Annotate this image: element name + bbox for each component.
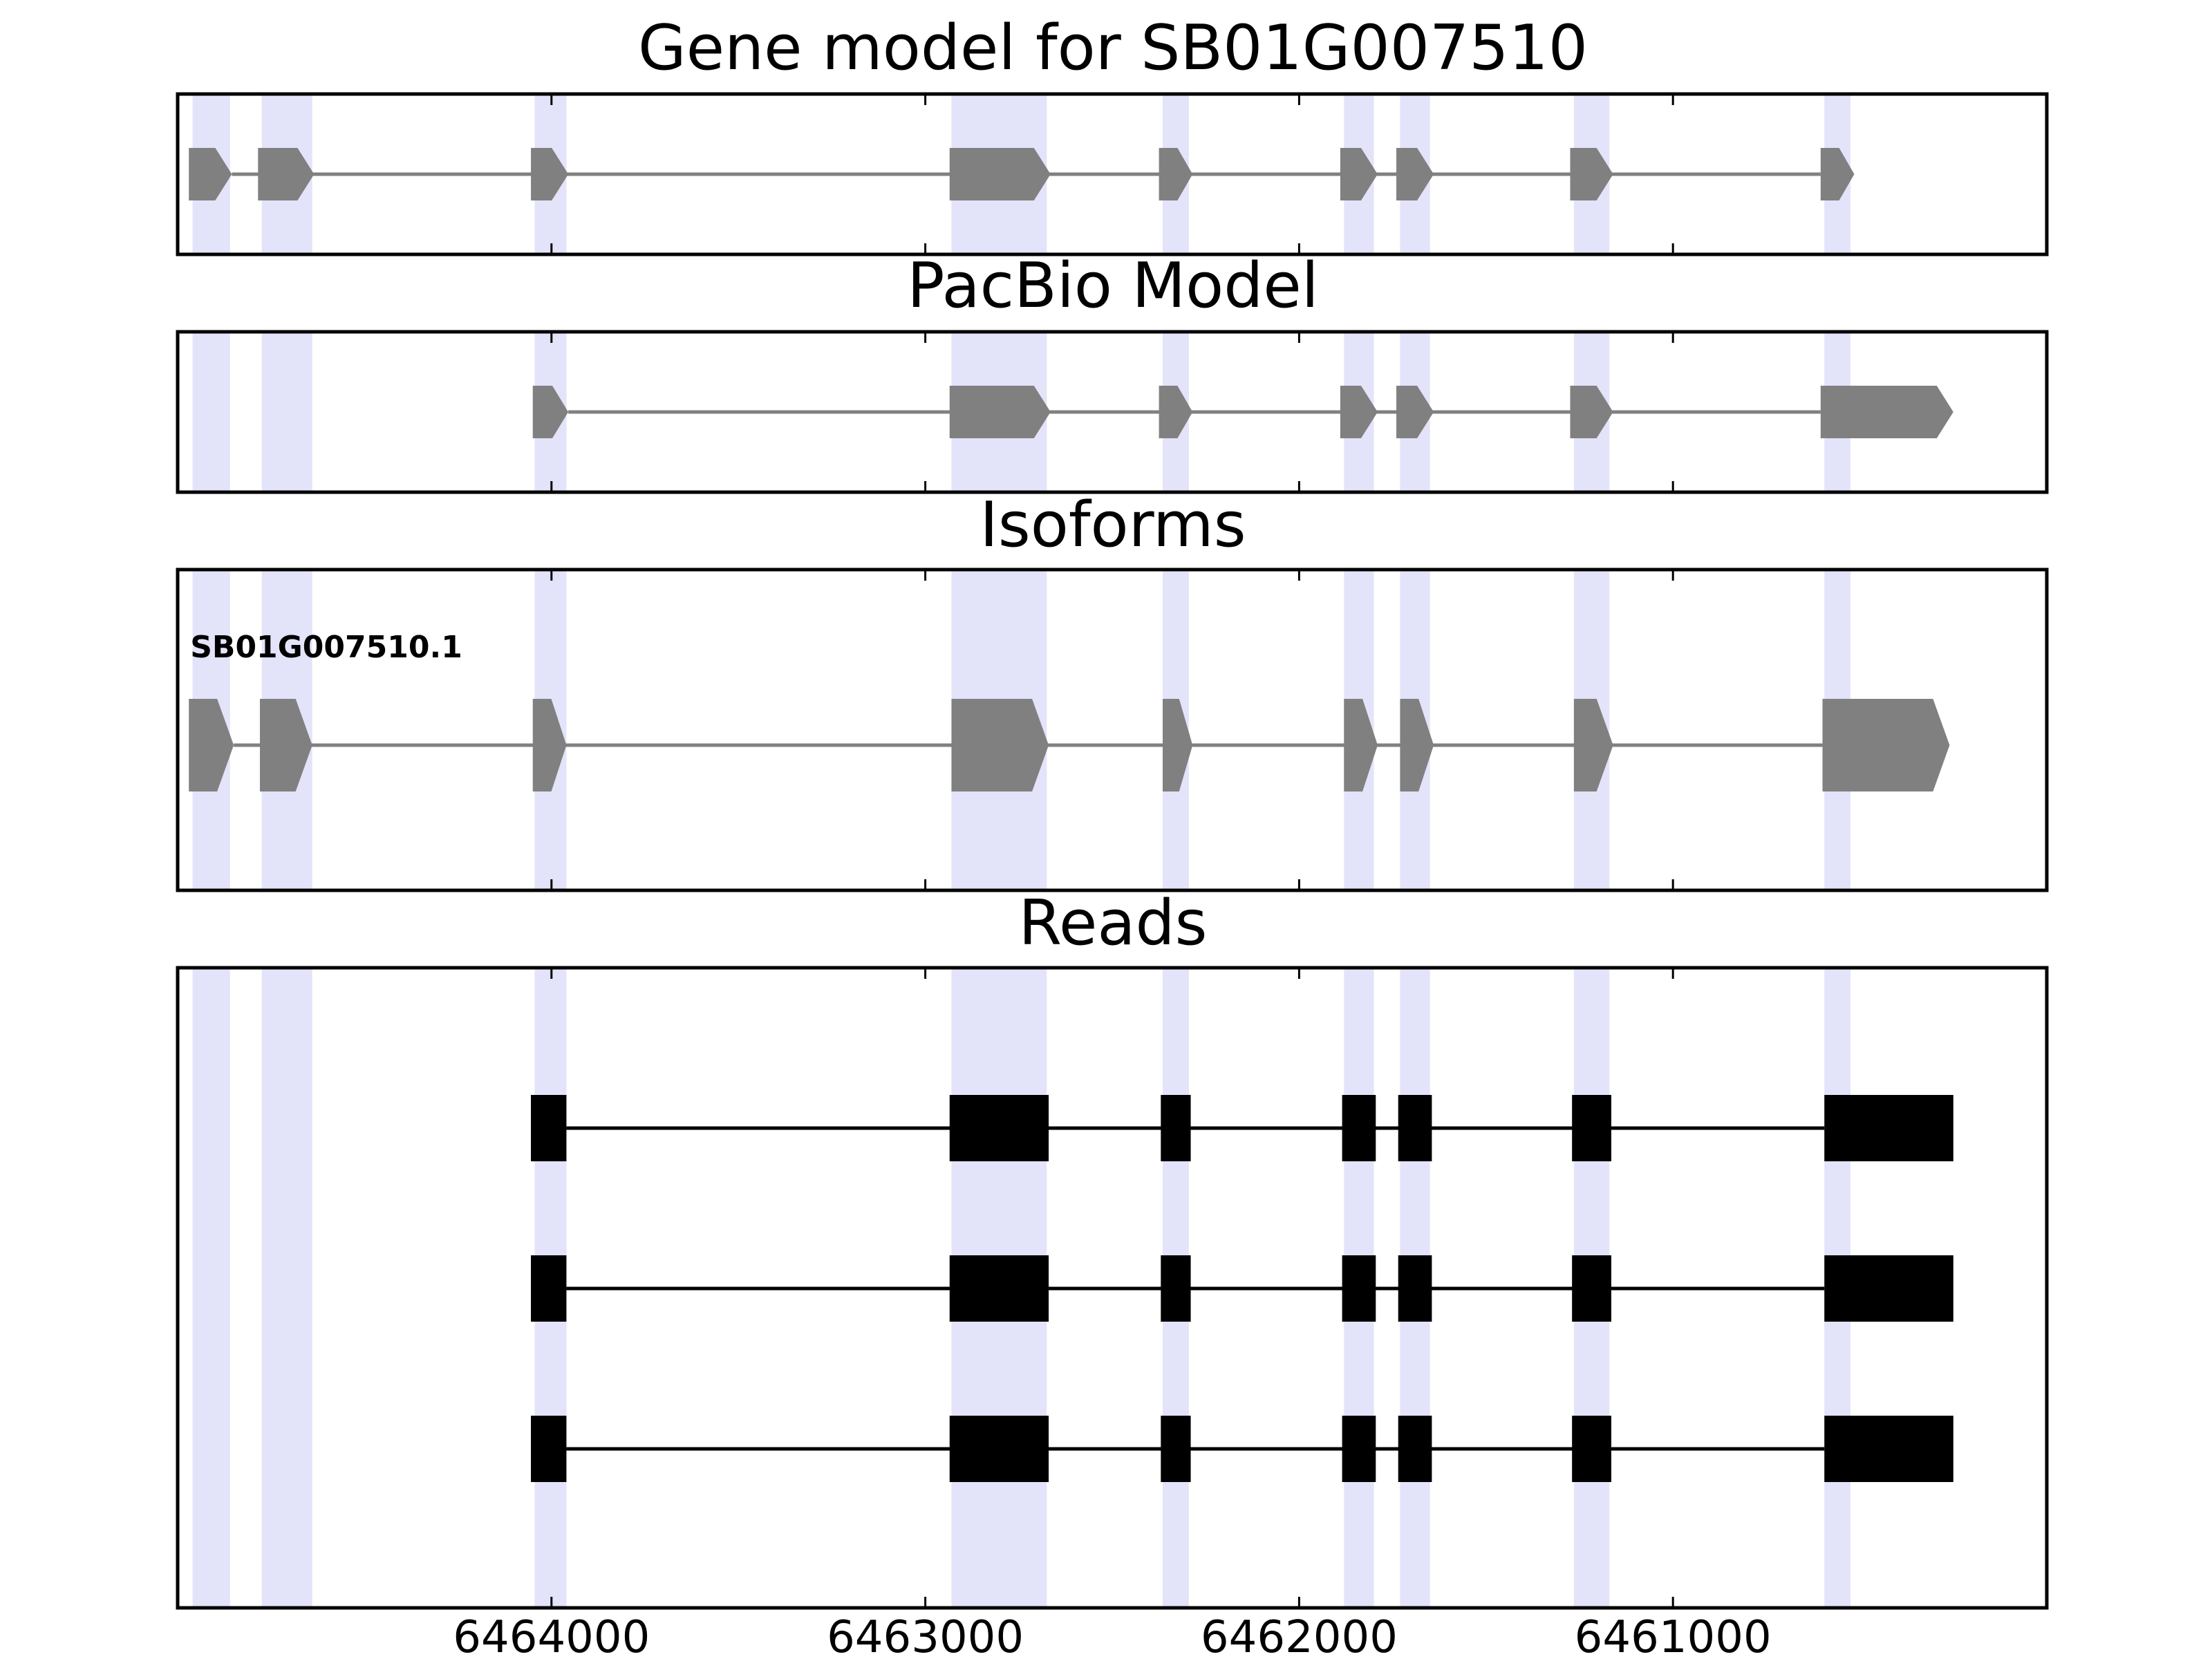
- read-exon-block: [1161, 1095, 1191, 1161]
- exon-arrow: [949, 148, 1051, 200]
- panel-pacbio-model: PacBio Model: [176, 250, 2049, 494]
- exon-arrow: [532, 699, 567, 791]
- x-ticks-isoforms: [550, 570, 1674, 890]
- read-exon-block: [1398, 1095, 1432, 1161]
- exon-region-shade: [261, 332, 312, 492]
- features-isoforms: SB01G007510.1: [189, 630, 1950, 791]
- exon-arrow: [1340, 148, 1378, 200]
- exon-arrow: [1822, 699, 1950, 791]
- read-exon-block: [1572, 1255, 1611, 1322]
- x-ticks-reads: [550, 968, 1674, 1608]
- read-exon-block: [1398, 1255, 1432, 1322]
- x-tick-label: 6463000: [827, 1612, 1024, 1659]
- exon-arrow: [1396, 386, 1434, 438]
- read-exon-block: [1824, 1095, 1953, 1161]
- exon-arrow: [531, 148, 569, 200]
- exon-region-shade: [192, 968, 230, 1608]
- panel-title-pacbio-model: PacBio Model: [907, 250, 1319, 322]
- exon-arrow: [1163, 699, 1193, 791]
- exon-arrow: [189, 699, 234, 791]
- exon-arrow: [258, 148, 315, 200]
- exon-arrow: [1396, 148, 1434, 200]
- read-exon-block: [1161, 1416, 1191, 1482]
- read-exon-block: [949, 1255, 1049, 1322]
- exon-arrow: [1340, 386, 1378, 438]
- panel-isoforms: Isoforms SB01G007510.1: [176, 489, 2049, 892]
- read-exon-block: [949, 1416, 1049, 1482]
- exon-region-shade: [192, 332, 230, 492]
- panel-gene-model: Gene model for SB01G007510: [176, 12, 2049, 256]
- panel-title-gene-model: Gene model for SB01G007510: [638, 12, 1588, 84]
- read-exon-block: [1572, 1416, 1611, 1482]
- features-pacbio-model: [532, 386, 1953, 438]
- exon-arrow: [189, 148, 232, 200]
- exon-region-shade: [261, 968, 312, 1608]
- features-reads: [531, 1095, 1953, 1482]
- read-exon-block: [1161, 1255, 1191, 1322]
- panel-frame-isoforms: [176, 568, 2049, 892]
- panel-frame-reads: [176, 966, 2049, 1610]
- read-exon-block: [1342, 1255, 1376, 1322]
- read-exon-block: [1398, 1416, 1432, 1482]
- exon-arrow: [1400, 699, 1434, 791]
- x-tick-label: 6461000: [1575, 1612, 1772, 1659]
- panel-frame-pacbio-model: [176, 330, 2049, 494]
- read-exon-block: [531, 1095, 567, 1161]
- read-exon-block: [1342, 1416, 1376, 1482]
- exon-arrow: [949, 386, 1051, 438]
- exon-arrow: [259, 699, 312, 791]
- exon-arrow: [1573, 699, 1613, 791]
- read-exon-block: [949, 1095, 1049, 1161]
- read-exon-block: [531, 1416, 567, 1482]
- exon-arrow: [532, 386, 569, 438]
- exon-arrow: [1820, 148, 1855, 200]
- read-exon-block: [1342, 1095, 1376, 1161]
- read-exon-block: [1824, 1416, 1953, 1482]
- panel-reads: Reads: [176, 887, 2049, 1610]
- read-exon-block: [531, 1255, 567, 1322]
- read-exon-block: [1572, 1095, 1611, 1161]
- panel-frame-gene-model: [176, 92, 2049, 256]
- exon-arrow: [951, 699, 1049, 791]
- panel-title-reads: Reads: [1018, 887, 1207, 959]
- exon-arrow: [1159, 386, 1193, 438]
- features-gene-model: [189, 148, 1855, 200]
- isoform-label: SB01G007510.1: [190, 630, 462, 665]
- exon-arrow: [1159, 148, 1193, 200]
- x-ticks-pacbio-model: [550, 332, 1674, 492]
- x-tick-label: 6464000: [453, 1612, 650, 1659]
- exon-arrow: [1344, 699, 1378, 791]
- exon-arrow: [1570, 148, 1613, 200]
- x-ticks-gene-model: [550, 94, 1674, 254]
- read-exon-block: [1824, 1255, 1953, 1322]
- x-tick-label: 6462000: [1201, 1612, 1398, 1659]
- x-axis-tick-labels: 6464000 6463000 6462000 6461000: [453, 1612, 1771, 1659]
- panel-title-isoforms: Isoforms: [980, 489, 1246, 561]
- exon-arrow: [1820, 386, 1953, 438]
- exon-arrow: [1570, 386, 1613, 438]
